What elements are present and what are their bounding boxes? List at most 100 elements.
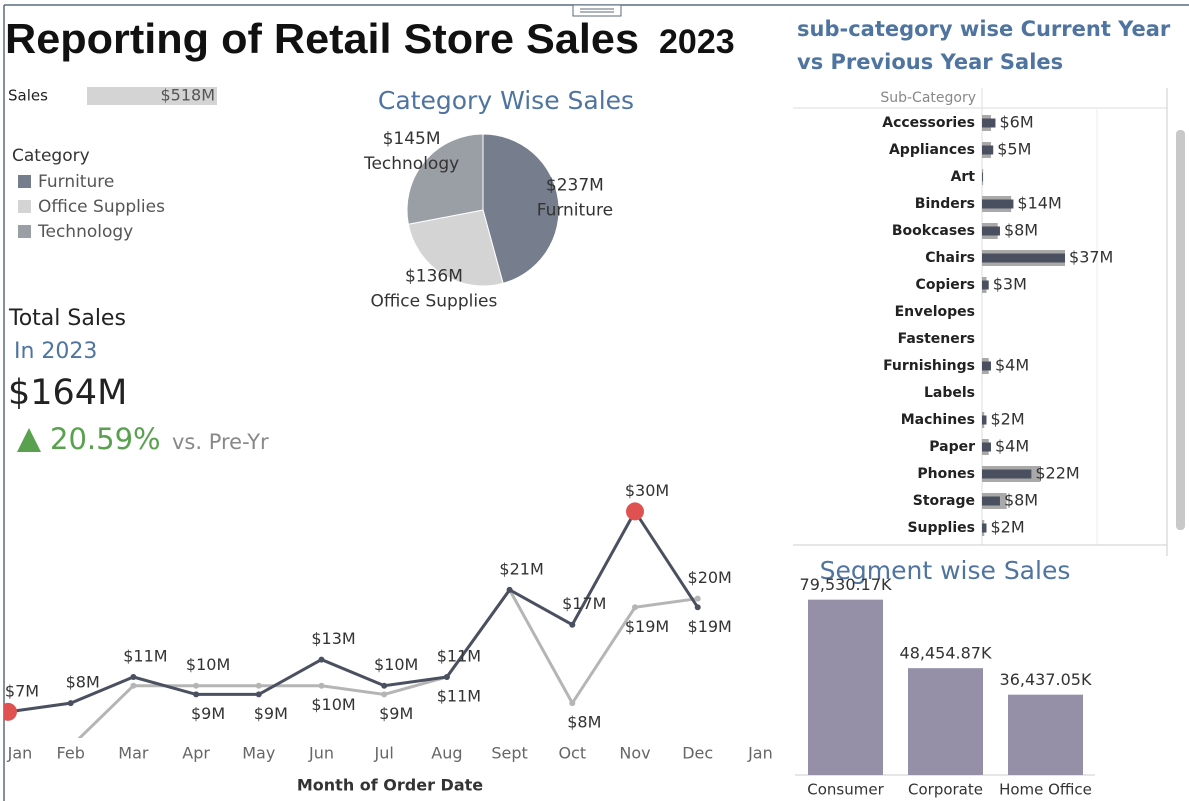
category-label: Furnishings [883, 358, 975, 374]
legend-label: Office Supplies [38, 197, 165, 217]
legend-swatch [18, 200, 31, 213]
category-label: Phones [917, 466, 975, 482]
chart-title: sub-category wise Current Year [797, 17, 1171, 41]
line-point [632, 604, 638, 611]
data-label: $9M [254, 704, 288, 723]
data-label: $19M [625, 617, 669, 636]
series-line [7, 508, 699, 714]
legend-swatch [18, 175, 31, 188]
line-point [130, 674, 137, 680]
legend-swatch [18, 225, 31, 238]
bar [982, 118, 996, 128]
bar [982, 172, 983, 182]
x-tick-label: Aug [431, 744, 462, 763]
bar [982, 199, 1014, 209]
bar-value-label: $14M [1017, 194, 1061, 213]
data-label: $19M [688, 617, 732, 636]
chart-title: vs Previous Year Sales [797, 50, 1063, 74]
data-label: $20M [688, 568, 732, 587]
bar [982, 280, 989, 290]
category-label: Accessories [882, 115, 975, 131]
dashboard-year: 2023 [659, 23, 735, 61]
bar-value-label: $4M [995, 356, 1029, 375]
slice-category-label: Technology [363, 154, 459, 174]
line-point [318, 682, 325, 689]
legend-title: Category [12, 146, 90, 166]
category-label: Appliances [889, 142, 975, 158]
pie-slice [407, 209, 504, 287]
data-label: $17M [562, 594, 606, 613]
category-label: Chairs [925, 250, 975, 266]
x-tick-label: Feb [57, 744, 85, 763]
bar [982, 523, 987, 533]
kpi-comparison: vs. Pre-Yr [172, 430, 269, 454]
slice-category-label: Furniture [537, 201, 613, 221]
bar-value-label: $3M [993, 275, 1027, 294]
legend-label: Furniture [38, 172, 114, 192]
x-tick-label: Corporate [908, 781, 983, 799]
x-tick-label: Dec [682, 744, 713, 763]
x-tick-label: Mar [118, 744, 149, 763]
bar [982, 442, 991, 452]
category-label: Machines [901, 412, 975, 428]
dashboard-title: Reporting of Retail Store Sales [5, 15, 639, 62]
bar [982, 145, 994, 155]
bar-value-label: 79,530.17K [800, 575, 892, 594]
line-point [381, 682, 388, 689]
y-axis-header: Sub-Category [880, 90, 976, 106]
line-point [506, 586, 513, 593]
bar-value-label: $2M [990, 518, 1024, 537]
kpi-period: In 2023 [14, 339, 97, 364]
x-tick-label: Jun [308, 744, 334, 763]
highlight-dot [626, 502, 644, 521]
data-label: $9M [191, 704, 225, 723]
bar-title: Sales [8, 87, 48, 105]
series-line [77, 587, 698, 738]
bar [908, 668, 983, 775]
line-point [193, 691, 200, 698]
up-arrow [17, 428, 41, 452]
drag-handle[interactable] [572, 4, 622, 17]
data-label: $8M [567, 713, 601, 732]
line-point [130, 682, 137, 689]
chart-title: Segment wise Sales [820, 556, 1071, 585]
category-label: Art [951, 169, 976, 185]
x-tick-label: Nov [619, 744, 650, 763]
bar [982, 361, 991, 371]
line-point [255, 682, 262, 689]
x-tick-label: Consumer [807, 781, 884, 799]
bar-value-label: $2M [990, 410, 1024, 429]
data-label: $10M [186, 655, 230, 674]
bar-value-label: $5M [997, 140, 1031, 159]
bar [982, 226, 1000, 236]
scrollbar[interactable] [1176, 130, 1185, 530]
bar-value-label: $518M [160, 86, 215, 105]
legend-label: Technology [37, 222, 133, 242]
bar-value-label: 36,437.05K [1000, 670, 1092, 689]
line-point [694, 604, 701, 611]
data-label: $7M [5, 681, 39, 700]
data-label: $11M [437, 647, 481, 666]
bar-value-label: $8M [1004, 221, 1038, 240]
bar [982, 253, 1066, 263]
kpi-label: Total Sales [8, 306, 126, 331]
line-point [193, 682, 200, 689]
bar-value-label: $22M [1035, 464, 1079, 483]
bar-value-label: $6M [999, 113, 1033, 132]
data-label: $11M [437, 687, 481, 706]
kpi-value: $164M [8, 373, 127, 413]
data-label: $9M [379, 704, 413, 723]
category-label: Labels [924, 385, 975, 401]
line-point [443, 674, 450, 680]
category-label: Paper [929, 439, 975, 455]
line-point [318, 656, 325, 663]
category-label: Fasteners [898, 331, 975, 347]
x-tick-label: Sept [491, 744, 527, 763]
slice-value-label: $145M [383, 129, 441, 149]
x-axis-label: Month of Order Date [297, 776, 483, 795]
line-point [694, 595, 701, 602]
category-label: Binders [915, 196, 975, 212]
bar [982, 469, 1032, 479]
line-plot [4, 502, 701, 738]
